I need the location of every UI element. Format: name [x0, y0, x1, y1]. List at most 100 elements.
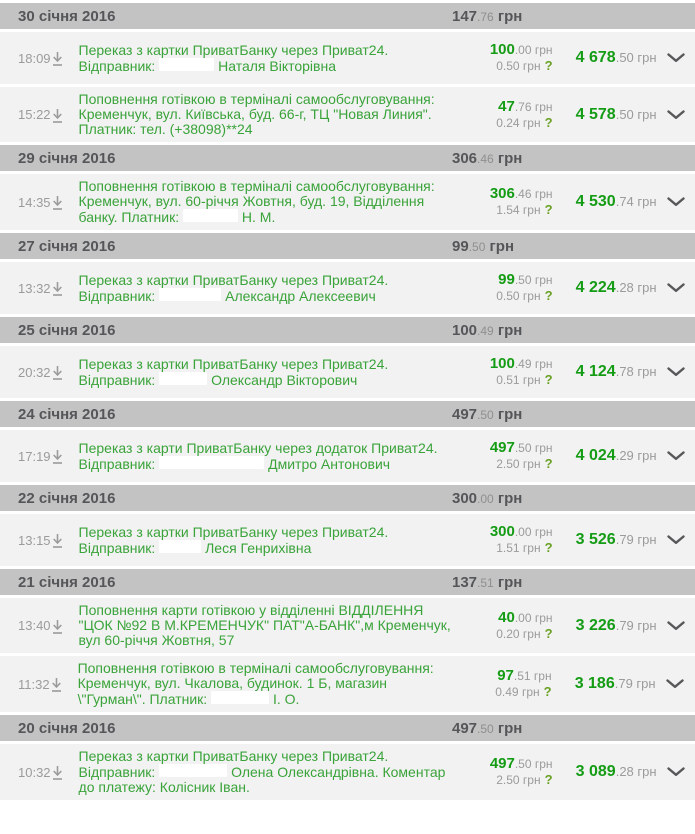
amount-dec: .49 грн [514, 357, 553, 371]
day-total: 497.50 грн [452, 406, 522, 423]
download-icon[interactable] [51, 365, 65, 381]
transaction-row[interactable]: 15:22 Поповнення готівкою в терміналі са… [0, 87, 695, 142]
transaction-list: 30 січня 2016 147.76 грн 18:09 Переказ з… [0, 3, 695, 800]
fee-help-icon[interactable]: ? [544, 114, 553, 130]
balance-int: 4 024 [575, 447, 616, 464]
transaction-time: 14:35 [18, 194, 51, 210]
transaction-row[interactable]: 17:19 Переказ з карти ПриватБанку через … [0, 430, 695, 482]
transaction-description: Переказ з картки ПриватБанку через Прива… [78, 748, 446, 795]
amount-int: 100 [489, 355, 515, 372]
day-total-dec: .46 [477, 151, 494, 166]
date-group-header: 29 січня 2016 306.46 грн [0, 145, 695, 171]
redacted-name [159, 455, 265, 469]
chevron-down-icon [667, 197, 685, 206]
expand-row-button[interactable] [657, 767, 695, 777]
fee-amount: 0.50 грн [496, 289, 541, 303]
download-icon[interactable] [51, 533, 65, 549]
chevron-down-icon [667, 620, 685, 630]
transaction-row[interactable]: 10:32 Переказ з картки ПриватБанку через… [0, 744, 695, 800]
expand-row-button[interactable] [657, 197, 695, 207]
download-icon[interactable] [51, 281, 65, 297]
transaction-description: Поповнення готівкою в терміналі самообсл… [78, 91, 435, 137]
download-icon[interactable] [51, 108, 65, 124]
transaction-amount: 497.50 грн 2.50 грн? [459, 756, 553, 788]
fee-help-icon[interactable]: ? [544, 58, 553, 73]
expand-row-button[interactable] [657, 53, 695, 63]
fee-help-icon[interactable]: ? [543, 684, 552, 699]
transaction-time: 17:19 [18, 448, 51, 464]
transaction-description: Поповнення карти готівкою у відділенні В… [78, 602, 451, 648]
download-icon[interactable] [51, 51, 65, 67]
balance-dec: .79 грн [615, 532, 657, 547]
redacted-name [159, 57, 215, 71]
expand-row-button[interactable] [657, 367, 695, 377]
amount-dec: .50 грн [514, 757, 553, 771]
balance-after: 4 124.78 грн [553, 363, 657, 381]
transaction-amount: 100.49 грн 0.51 грн? [459, 356, 553, 388]
balance-int: 4 224 [575, 279, 616, 296]
transaction-description: Переказ з картки ПриватБанку через Прива… [78, 523, 389, 556]
transaction-description: Переказ з картки ПриватБанку через Прива… [78, 355, 389, 388]
amount-dec: .51 грн [513, 669, 552, 683]
balance-after: 3 089.28 грн [553, 763, 657, 781]
day-total-currency: грн [493, 573, 523, 591]
expand-row-button[interactable] [657, 620, 695, 631]
chevron-down-icon [667, 535, 685, 544]
transaction-amount: 99.50 грн 0.50 грн? [459, 272, 553, 304]
redacted-name [159, 539, 202, 553]
date-label: 29 січня 2016 [18, 149, 116, 167]
transaction-row[interactable]: 20:32 Переказ з картки ПриватБанку через… [0, 346, 695, 398]
day-total: 99.50 грн [452, 238, 514, 255]
expand-row-button[interactable] [657, 283, 695, 293]
expand-row-button[interactable] [657, 535, 695, 545]
day-total-int: 99 [452, 237, 469, 255]
transaction-row[interactable]: 13:15 Переказ з картки ПриватБанку через… [0, 514, 695, 566]
download-icon[interactable] [51, 619, 65, 635]
expand-row-button[interactable] [657, 109, 695, 120]
transaction-time: 11:32 [18, 676, 50, 692]
download-icon[interactable] [51, 449, 65, 465]
amount-dec: .00 грн [514, 43, 553, 57]
transaction-row[interactable]: 18:09 Переказ з картки ПриватБанку через… [0, 32, 695, 84]
day-total-currency: грн [493, 719, 523, 737]
day-total-currency: грн [493, 489, 523, 507]
amount-dec: .00 грн [514, 610, 553, 625]
transaction-row[interactable]: 13:40 Поповнення карти готівкою у відділ… [0, 598, 695, 653]
fee-help-icon[interactable]: ? [544, 202, 553, 217]
balance-after: 4 678.50 грн [553, 49, 657, 67]
transaction-row[interactable]: 11:32 Поповнення готівкою в терміналі са… [0, 656, 695, 712]
download-icon[interactable] [50, 677, 64, 693]
fee-amount: 0.20 грн [496, 626, 541, 641]
transaction-time: 15:22 [18, 107, 51, 122]
day-total-currency: грн [485, 237, 515, 255]
fee-help-icon[interactable]: ? [544, 456, 553, 471]
amount-int: 40 [498, 608, 515, 626]
chevron-down-icon [667, 767, 685, 776]
download-icon[interactable] [51, 765, 65, 781]
fee-help-icon[interactable]: ? [544, 772, 553, 787]
day-total-dec: .51 [477, 575, 494, 590]
day-total-currency: грн [493, 321, 523, 339]
download-icon[interactable] [51, 195, 65, 211]
expand-row-button[interactable] [657, 451, 695, 461]
transaction-row[interactable]: 14:35 Поповнення готівкою в терміналі са… [0, 174, 695, 230]
date-label: 24 січня 2016 [18, 405, 116, 423]
chevron-down-icon [667, 283, 685, 292]
fee-help-icon[interactable]: ? [544, 625, 553, 641]
fee-help-icon[interactable]: ? [544, 288, 553, 303]
date-label: 27 січня 2016 [18, 237, 116, 255]
date-label: 21 січня 2016 [18, 573, 116, 591]
chevron-down-icon [667, 53, 685, 62]
transaction-time: 13:15 [18, 532, 51, 548]
balance-dec: .79 грн [615, 617, 657, 633]
amount-dec: .76 грн [514, 99, 553, 114]
fee-help-icon[interactable]: ? [544, 372, 553, 387]
balance-dec: .29 грн [615, 448, 657, 463]
fee-help-icon[interactable]: ? [544, 540, 553, 555]
balance-after: 3 226.79 грн [553, 617, 657, 635]
date-group-header: 30 січня 2016 147.76 грн [0, 3, 695, 29]
balance-after: 3 526.79 грн [553, 531, 657, 549]
redacted-name [159, 287, 222, 301]
transaction-row[interactable]: 13:32 Переказ з картки ПриватБанку через… [0, 262, 695, 314]
expand-row-button[interactable] [656, 679, 695, 689]
